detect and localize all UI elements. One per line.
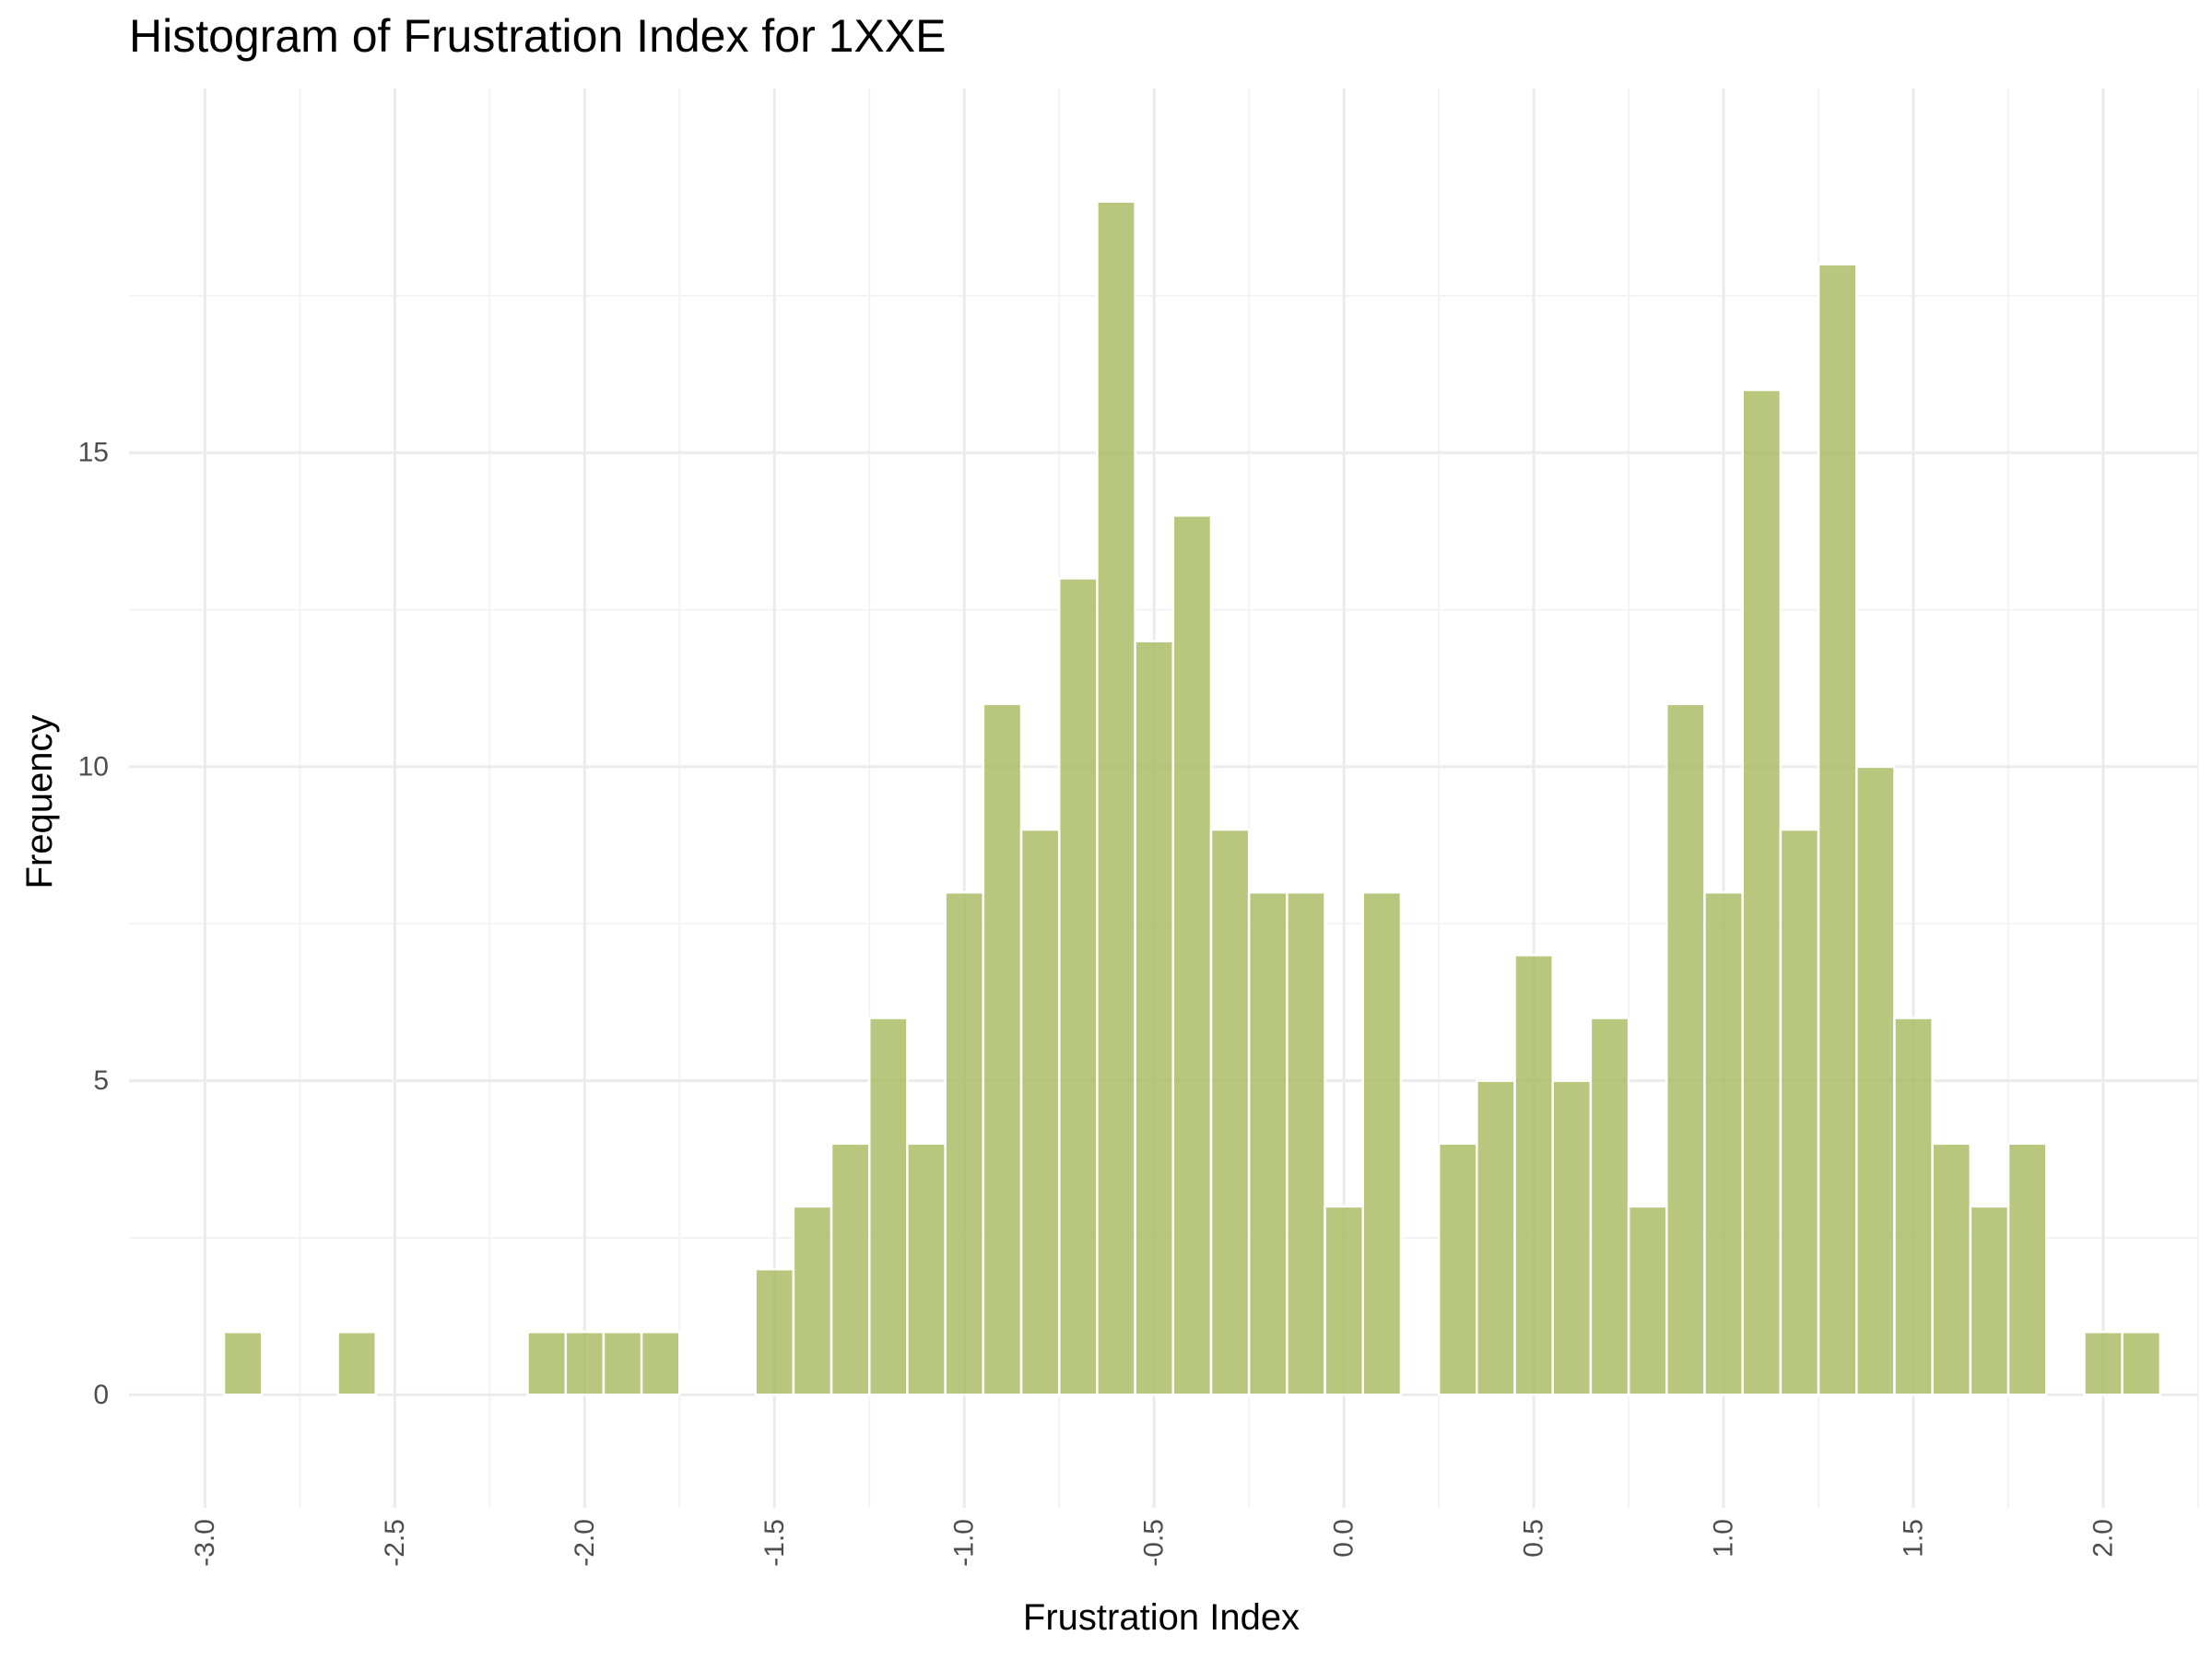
x-tick-label: 1.5 (1899, 1519, 1929, 1558)
y-tick-label: 0 (93, 1380, 109, 1410)
histogram-bar (830, 1142, 871, 1396)
histogram-bar (640, 1330, 681, 1396)
histogram-bar (1019, 828, 1061, 1396)
histogram-bar (564, 1330, 606, 1396)
histogram-bar (2121, 1330, 2162, 1396)
histogram-bar (792, 1205, 833, 1396)
x-tick-label: -3.0 (190, 1519, 220, 1567)
histogram-bar (1969, 1205, 2010, 1396)
histogram-bar (1171, 514, 1213, 1396)
histogram-bar (1703, 890, 1744, 1396)
histogram-bar (906, 1142, 947, 1396)
histogram-bar (1437, 1142, 1478, 1396)
x-axis-title: Frustration Index (1023, 1597, 1300, 1638)
x-tick-label: 2.0 (2088, 1519, 2119, 1558)
histogram-bar (2006, 1142, 2048, 1396)
histogram-bar (602, 1330, 643, 1396)
histogram-bar (868, 1017, 909, 1396)
x-tick-label: -2.0 (570, 1519, 600, 1567)
histogram-bar (222, 1330, 264, 1396)
histogram-bar (1893, 1017, 1934, 1396)
y-tick-label: 5 (93, 1065, 109, 1096)
histogram-bar (1855, 765, 1896, 1396)
x-tick-label: 1.0 (1709, 1519, 1739, 1558)
x-tick-label: -1.0 (949, 1519, 980, 1567)
histogram-bar (2083, 1330, 2124, 1396)
histogram-bar (526, 1330, 567, 1396)
histogram-bar (1057, 577, 1099, 1396)
histogram-bars (222, 200, 2162, 1396)
x-tick-label: -2.5 (380, 1519, 410, 1567)
x-tick-label: 0.0 (1329, 1519, 1359, 1558)
y-axis-tick-labels: 0 5 10 15 (78, 438, 109, 1410)
histogram-bar (944, 890, 985, 1396)
histogram-bar (1779, 828, 1820, 1396)
y-tick-label: 15 (78, 438, 109, 468)
histogram-bar (982, 702, 1023, 1396)
histogram-bar (336, 1330, 378, 1396)
y-axis-title: Frequency (19, 715, 60, 889)
y-tick-label: 10 (78, 751, 109, 782)
histogram-bar (1476, 1079, 1516, 1396)
histogram-bar (1361, 890, 1403, 1396)
histogram-bar (754, 1267, 795, 1396)
histogram-bar (1665, 702, 1706, 1396)
histogram-bar (1513, 954, 1554, 1396)
chart-title: Histogram of Frustration Index for 1XXE (129, 10, 947, 62)
histogram-bar (1589, 1017, 1630, 1396)
x-axis-tick-labels: -3.0 -2.5 -2.0 -1.5 -1.0 -0.5 0.0 0.5 1.0 1.5 2.0 (190, 1519, 2119, 1567)
histogram-bar (1096, 200, 1136, 1396)
histogram-bar (1627, 1205, 1668, 1396)
x-tick-label: -0.5 (1139, 1519, 1170, 1567)
histogram-bar (1741, 388, 1783, 1396)
histogram-bar (1134, 640, 1175, 1396)
histogram-bar (1324, 1205, 1365, 1396)
histogram-bar (1551, 1079, 1593, 1396)
histogram-bar (1247, 890, 1288, 1396)
histogram-bar (1931, 1142, 1972, 1396)
histogram-bar (1817, 263, 1858, 1396)
x-tick-label: 0.5 (1519, 1519, 1549, 1558)
histogram-bar (1286, 890, 1326, 1396)
histogram-bar (1209, 828, 1251, 1396)
x-tick-label: -1.5 (759, 1519, 790, 1567)
